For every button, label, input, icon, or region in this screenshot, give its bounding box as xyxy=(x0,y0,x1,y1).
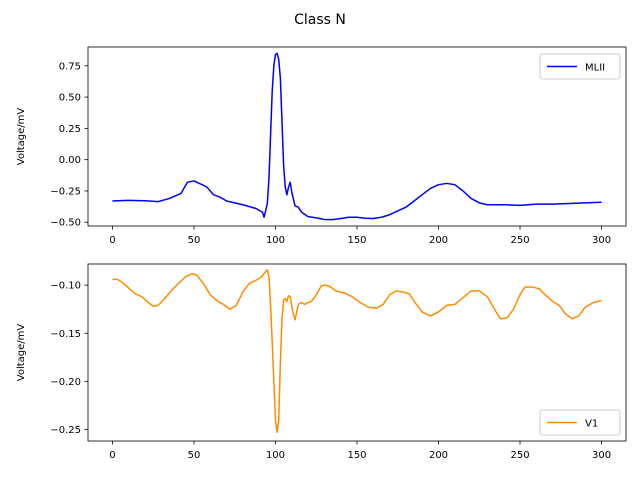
y-tick-label: −0.10 xyxy=(50,281,81,292)
y-tick-label: 0.50 xyxy=(59,93,81,104)
x-tick-label: 100 xyxy=(266,450,285,461)
x-tick-label: 50 xyxy=(188,450,201,461)
y-tick-label: 0.00 xyxy=(59,155,81,166)
legend-label: MLII xyxy=(585,63,605,74)
y-tick-label: 0.25 xyxy=(59,124,81,135)
y-axis-label: Voltage/mV xyxy=(16,324,27,382)
x-tick-label: 150 xyxy=(347,235,366,246)
y-tick-label: −0.50 xyxy=(50,218,81,229)
y-axis-label: Voltage/mV xyxy=(16,108,27,166)
figure-title: Class N xyxy=(294,12,346,28)
chart-mlii: 0 50 100 150 200 250 300 −0.50 −0.25 0.00 0.25 0.50… xyxy=(16,46,627,246)
x-tick-label: 250 xyxy=(510,450,529,461)
series-line-v1 xyxy=(112,269,602,434)
x-tick-label: 200 xyxy=(429,235,448,246)
x-tick-label: 50 xyxy=(188,235,201,246)
x-tick-label: 300 xyxy=(592,235,611,246)
y-tick-label: −0.25 xyxy=(50,425,81,436)
y-tick-label: −0.15 xyxy=(50,329,81,340)
x-tick-label: 0 xyxy=(109,235,115,246)
x-tick-label: 0 xyxy=(109,450,115,461)
series-line-mlii xyxy=(112,52,602,221)
legend: MLII xyxy=(539,53,621,80)
y-tick-label: −0.20 xyxy=(50,377,81,388)
x-tick-label: 150 xyxy=(347,450,366,461)
chart-v1: 0 50 100 150 200 250 300 −0.25 −0.20 −0.15 −0.10 Vo… xyxy=(16,263,627,461)
x-tick-label: 100 xyxy=(266,235,285,246)
x-tick-label: 250 xyxy=(510,235,529,246)
legend-box xyxy=(539,53,621,80)
x-tick-label: 300 xyxy=(592,450,611,461)
legend-box xyxy=(539,409,621,436)
y-tick-label: 0.75 xyxy=(59,61,81,72)
y-tick-label: −0.25 xyxy=(50,186,81,197)
legend: V1 xyxy=(539,409,621,436)
x-tick-label: 200 xyxy=(429,450,448,461)
legend-label: V1 xyxy=(585,419,598,430)
